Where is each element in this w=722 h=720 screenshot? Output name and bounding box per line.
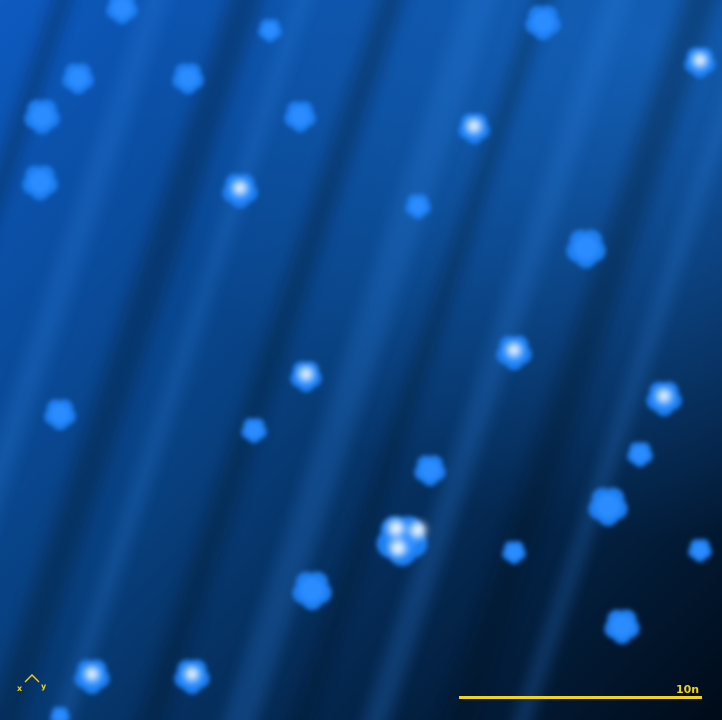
axis-y-label: y <box>41 682 46 691</box>
bright-spot <box>388 520 404 536</box>
axis-x-label: x <box>17 684 22 693</box>
bright-spot <box>233 181 247 195</box>
axis-chevron-icon <box>24 673 40 683</box>
scale-bar-line <box>459 696 702 699</box>
axis-indicator: x y <box>14 672 54 696</box>
bright-spot <box>299 367 313 381</box>
bright-spot <box>467 119 481 133</box>
bright-spot <box>693 53 707 67</box>
scale-bar-label: 10n <box>676 684 699 696</box>
bright-spot <box>390 540 406 556</box>
bright-spot <box>85 667 99 681</box>
bright-spot <box>657 389 671 403</box>
bright-spot <box>185 667 199 681</box>
bright-spot <box>507 343 521 357</box>
bright-spot <box>410 522 426 538</box>
